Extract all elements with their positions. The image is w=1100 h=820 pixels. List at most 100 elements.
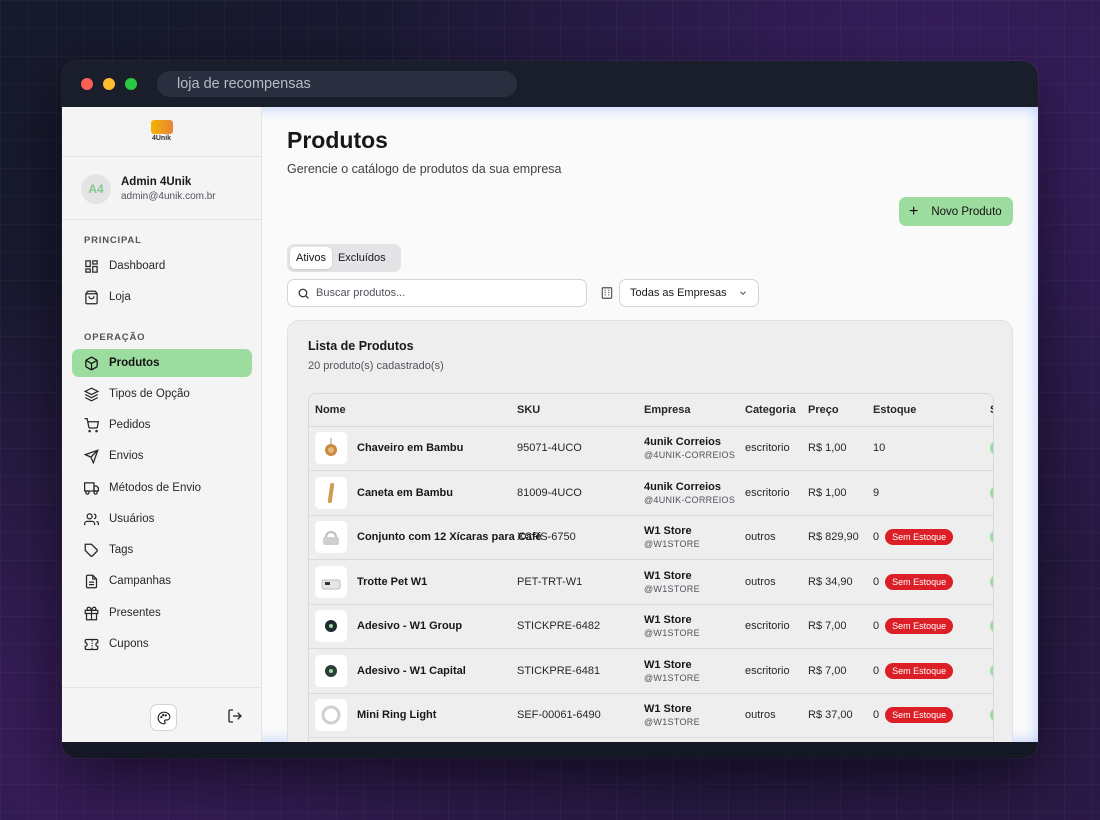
company-handle: @W1STORE [644, 717, 700, 728]
products-table-container[interactable]: Nome SKU Empresa Categoria Preço Estoque… [308, 393, 994, 742]
url-bar[interactable]: loja de recompensas [157, 71, 517, 97]
tag-icon [84, 543, 98, 557]
table-row[interactable]: Mini Ring Light SEF-00061-6490 W1 Store @W1… [309, 693, 993, 738]
status-toggle[interactable] [990, 619, 993, 634]
stock-cell: 9 [867, 470, 984, 516]
tab-ativos[interactable]: Ativos [290, 247, 332, 269]
plus-icon: + [909, 202, 919, 220]
theme-toggle-button[interactable] [150, 704, 177, 731]
product-thumbnail [315, 654, 347, 687]
out-of-stock-badge: Sem Estoque [885, 529, 954, 546]
product-name[interactable]: Adesivo - W1 Capital [357, 664, 466, 677]
sidebar-item-label: Presentes [109, 607, 161, 619]
product-name[interactable]: Adesivo - W1 Group [357, 620, 463, 633]
product-name[interactable]: Trotte Pet W1 [357, 575, 428, 588]
product-name[interactable]: Chaveiro em Bambu [357, 442, 464, 455]
logout-icon[interactable] [227, 708, 243, 724]
dashboard-icon [85, 259, 98, 273]
file-icon [85, 574, 98, 588]
search-input[interactable] [316, 287, 566, 299]
category-cell: escritorio [739, 648, 802, 694]
stock-value: 0 [873, 664, 880, 677]
sidebar-item-loja[interactable]: Loja [72, 283, 252, 311]
table-row[interactable]: Chaveiro em Bambu 95071-4UCO 4unik Correio… [309, 426, 993, 471]
sidebar-item-label: Pedidos [109, 419, 151, 431]
sidebar-item-tipos-de-opcao[interactable]: Tipos de Opção [72, 380, 252, 408]
maximize-window-button[interactable] [125, 78, 137, 90]
table-row[interactable]: Caneta em Bambu 81009-4UCO 4unik Correios @… [309, 470, 993, 516]
sidebar-item-presentes[interactable]: Presentes [72, 599, 252, 627]
sidebar-item-label: Dashboard [109, 260, 166, 272]
company-handle: @4UNIK-CORREIOS [644, 494, 736, 505]
product-name-cell: Trotte Pet W1 [309, 559, 511, 605]
stock-cell: 0 Sem Estoque [867, 515, 984, 560]
price-cell: R$ 1,00 [802, 426, 867, 471]
company-name: W1 Store [644, 703, 692, 716]
table-row[interactable]: Conjunto com 12 Xícaras para Café XCRS-67… [309, 515, 993, 560]
column-header-empresa[interactable]: Empresa [638, 394, 739, 427]
status-cell [984, 559, 993, 605]
page-subtitle: Gerencie o catálogo de produtos da sua e… [287, 162, 562, 176]
sidebar-item-tags[interactable]: Tags [72, 536, 252, 564]
card-title: Lista de Produtos [308, 339, 414, 353]
sidebar-item-produtos[interactable]: Produtos [72, 349, 252, 377]
company-handle: @4UNIK-CORREIOS [644, 450, 736, 461]
sku-cell: XCRS-6750 [511, 515, 638, 560]
gift-icon [84, 606, 99, 620]
product-name-cell: Adesivo - W1 Group [309, 604, 511, 649]
status-toggle[interactable] [990, 574, 993, 589]
category-cell: outros [739, 559, 802, 605]
stock-value: 0 [873, 575, 880, 588]
column-header-nome[interactable]: Nome [309, 394, 511, 427]
company-select[interactable]: Todas as Empresas [619, 279, 759, 307]
status-toggle[interactable] [990, 485, 993, 500]
box-icon [85, 356, 98, 370]
product-name[interactable]: Conjunto com 12 Xícaras para Café [357, 531, 542, 544]
minimize-window-button[interactable] [103, 78, 115, 90]
out-of-stock-badge: Sem Estoque [885, 707, 954, 724]
column-header-categoria[interactable]: Categoria [739, 394, 802, 427]
company-name: W1 Store [644, 658, 692, 671]
user-email: admin@4unik.com.br [121, 191, 216, 202]
user-name: Admin 4Unik [121, 176, 192, 188]
column-header-preco[interactable]: Preço [802, 394, 867, 427]
stock-cell: 0 Sem Estoque [867, 648, 984, 694]
logo[interactable]: 4Unik [150, 120, 173, 143]
sku-cell: 81009-4UCO [511, 470, 638, 516]
column-header-estoque[interactable]: Estoque [867, 394, 984, 427]
category-cell: outros [739, 693, 802, 738]
status-toggle[interactable] [990, 708, 993, 723]
product-name-cell: Chaveiro em Bambu [309, 426, 511, 471]
sidebar-item-label: Usuários [109, 513, 155, 525]
sidebar-item-envios[interactable]: Envios [72, 442, 252, 470]
sku-cell: STICKPRE-6482 [511, 604, 638, 649]
column-header-sku[interactable]: SKU [511, 394, 638, 427]
logo-text: 4Unik [151, 135, 172, 142]
sidebar-item-pedidos[interactable]: Pedidos [72, 411, 252, 439]
sidebar-item-label: Tipos de Opção [109, 388, 190, 400]
new-product-label: Novo Produto [931, 205, 1002, 218]
stock-cell: 0 Sem Estoque [867, 559, 984, 605]
sidebar-item-usuarios[interactable]: Usuários [72, 505, 252, 533]
tab-excluidos[interactable]: Excluídos [337, 252, 386, 264]
sidebar-item-dashboard[interactable]: Dashboard [72, 252, 252, 280]
sidebar-item-campanhas[interactable]: Campanhas [72, 567, 252, 595]
sidebar-item-metodos-de-envio[interactable]: Métodos de Envio [72, 474, 252, 502]
sidebar-item-cupons[interactable]: Cupons [72, 630, 252, 658]
product-name[interactable]: Mini Ring Light [357, 709, 437, 722]
palette-icon [157, 711, 170, 724]
search-icon [298, 288, 309, 299]
status-toggle[interactable] [990, 663, 993, 678]
product-name[interactable]: Caneta em Bambu [357, 486, 453, 499]
new-product-button[interactable]: + Novo Produto [899, 197, 1013, 226]
close-window-button[interactable] [81, 78, 93, 90]
price-cell: R$ 7,00 [802, 648, 867, 694]
product-name-cell: Adesivo - W1 Capital [309, 648, 511, 694]
status-toggle[interactable] [990, 441, 993, 456]
table-row[interactable]: Trotte Pet W1 PET-TRT-W1 W1 Store @W1STORE o… [309, 559, 993, 605]
status-toggle[interactable] [990, 530, 993, 545]
app-viewport: 4Unik A4 Admin 4Unik admin@4unik.com.br … [62, 107, 1038, 742]
table-row[interactable]: Adesivo - W1 Capital STICKPRE-6481 W1 Stor… [309, 648, 993, 694]
column-header-status[interactable]: S [984, 394, 993, 427]
table-row[interactable]: Adesivo - W1 Group STICKPRE-6482 W1 Store @… [309, 604, 993, 649]
